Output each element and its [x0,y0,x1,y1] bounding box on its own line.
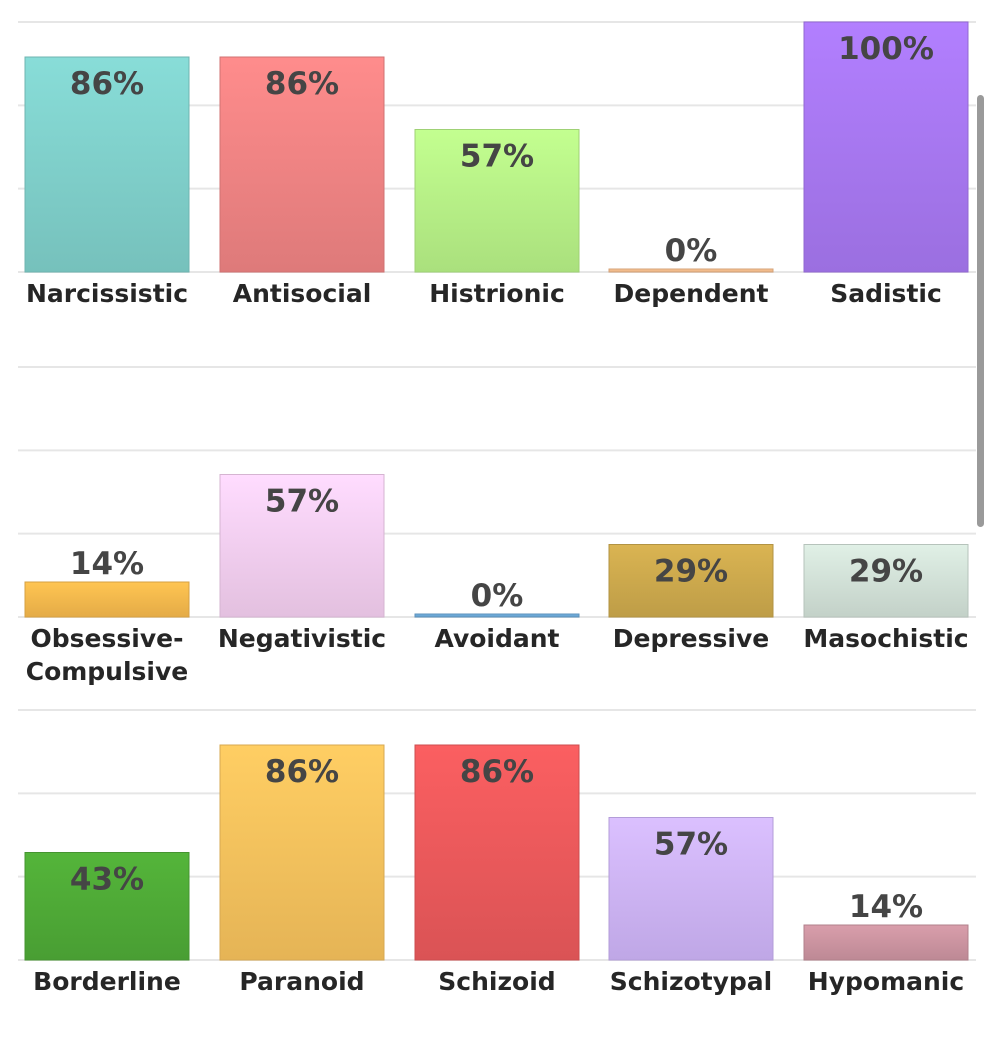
category-label: Paranoid [239,967,364,996]
chart-panel-1: 86% Narcissistic 86% Antisocial 57% Histrioni… [18,21,976,308]
bar [414,613,580,618]
bar [24,852,190,961]
data-label: 86% [70,66,144,102]
data-label: 57% [265,484,339,520]
category-label: Borderline [33,967,181,996]
category-label-line: Obsessive- [31,624,184,653]
data-label: 29% [849,554,923,590]
category-label: Negativistic [218,624,386,653]
category-label: Narcissistic [26,279,188,308]
data-label: 57% [460,139,534,175]
category-label: Sadistic [830,279,942,308]
category-label: Avoidant [434,624,559,653]
chart-panel-3: 43% Borderline 86% Paranoid 86% Schizoid 57% Sc… [18,709,976,996]
category-label-line: Dependent [614,279,769,308]
category-label-line: Antisocial [233,279,372,308]
data-label: 43% [70,862,144,898]
category-label: Schizotypal [610,967,773,996]
category-label: Masochistic [803,624,968,653]
bar [803,924,969,961]
bar [608,268,774,273]
bar [219,744,385,961]
category-label: Dependent [614,279,769,308]
data-label: 86% [265,66,339,102]
data-label: 86% [460,754,534,790]
bar [219,474,385,618]
category-label: Hypomanic [808,967,964,996]
category-label-line: Borderline [33,967,181,996]
bar [24,56,190,273]
data-label: 0% [665,233,718,269]
bar [803,21,969,273]
category-label-line: Sadistic [830,279,942,308]
category-label-line: Schizotypal [610,967,773,996]
category-label-line: Negativistic [218,624,386,653]
category-label-line: Masochistic [803,624,968,653]
chart-panel-2: 14% Obsessive- Compulsive 57% Negativistic 0%… [18,366,976,686]
category-label-line: Hypomanic [808,967,964,996]
data-label: 57% [654,827,728,863]
data-label: 29% [654,554,728,590]
category-label: Depressive [613,624,769,653]
bar [24,581,190,618]
category-label-line: Narcissistic [26,279,188,308]
bar [219,56,385,273]
category-label: Schizoid [438,967,555,996]
category-label: Histrionic [429,279,565,308]
bar [608,544,774,618]
data-label: 14% [70,546,144,582]
bar [803,544,969,618]
scrollbar[interactable] [977,95,984,527]
category-label: Antisocial [233,279,372,308]
category-label-line: Histrionic [429,279,565,308]
category-label-line: Paranoid [239,967,364,996]
data-label: 100% [838,31,934,67]
data-label: 14% [849,889,923,925]
data-label: 86% [265,754,339,790]
category-label-line: Avoidant [434,624,559,653]
data-label: 0% [471,578,524,614]
bar [414,744,580,961]
category-label-line: Depressive [613,624,769,653]
bar [414,129,580,273]
bar [608,817,774,961]
category-label-line: Compulsive [26,657,189,686]
category-label-line: Schizoid [438,967,555,996]
category-label: Obsessive- Compulsive [26,624,189,686]
